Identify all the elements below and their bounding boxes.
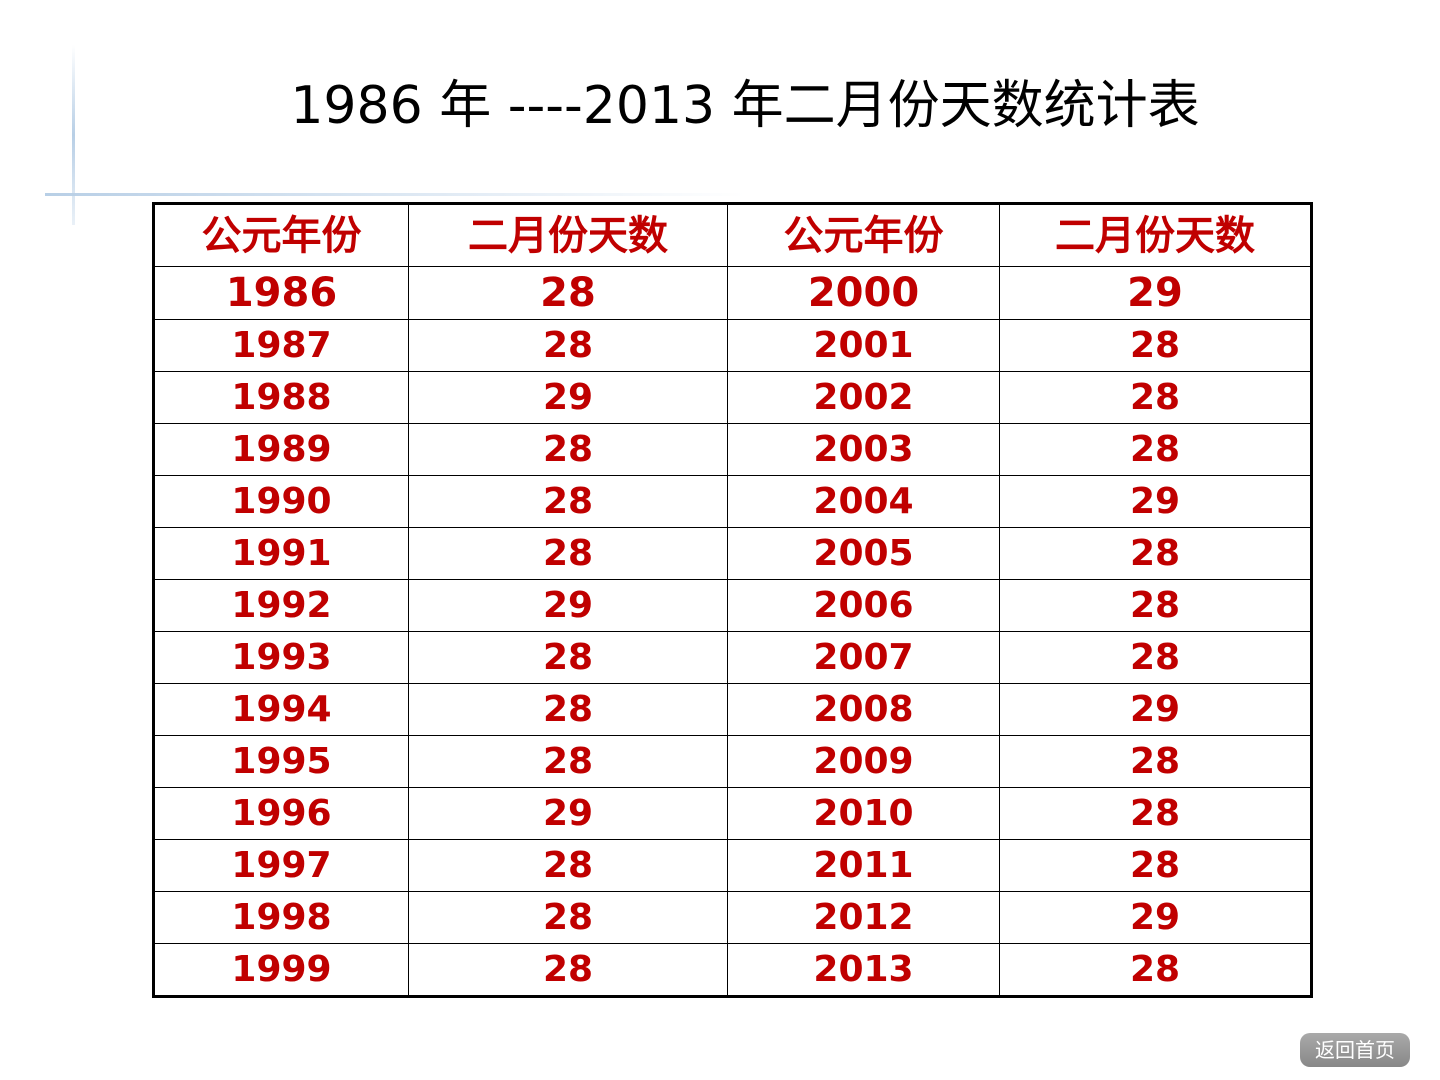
table-row: 1988 29 2002 28 bbox=[153, 371, 1312, 424]
year-cell: 1986 bbox=[153, 266, 409, 320]
table-row: 1999 28 2013 28 bbox=[153, 943, 1312, 997]
title: 1986 年 ----2013 年二月份天数统计表 bbox=[290, 76, 1200, 136]
days-cell: 29 bbox=[999, 683, 1312, 736]
year-cell: 2011 bbox=[727, 839, 1000, 892]
days-cell: 28 bbox=[408, 735, 728, 788]
days-cell: 28 bbox=[999, 735, 1312, 788]
year-cell: 1991 bbox=[153, 527, 409, 580]
header-row: 公元年份 二月份天数 公元年份 二月份天数 bbox=[153, 203, 1312, 267]
table-row: 1995 28 2009 28 bbox=[153, 735, 1312, 788]
table-row: 1998 28 2012 29 bbox=[153, 891, 1312, 944]
days-cell: 28 bbox=[408, 683, 728, 736]
year-cell: 1993 bbox=[153, 631, 409, 684]
header-cell: 二月份天数 bbox=[408, 203, 728, 267]
days-cell: 28 bbox=[999, 423, 1312, 476]
days-cell: 29 bbox=[999, 475, 1312, 528]
days-cell: 28 bbox=[999, 631, 1312, 684]
days-cell: 28 bbox=[999, 527, 1312, 580]
decor-line bbox=[45, 193, 745, 196]
home-button[interactable]: 返回首页 bbox=[1300, 1033, 1410, 1067]
header-cell: 二月份天数 bbox=[999, 203, 1312, 267]
year-cell: 1988 bbox=[153, 371, 409, 424]
year-cell: 1989 bbox=[153, 423, 409, 476]
days-cell: 28 bbox=[408, 266, 728, 320]
days-cell: 29 bbox=[408, 787, 728, 840]
year-cell: 2007 bbox=[727, 631, 1000, 684]
days-cell: 29 bbox=[999, 266, 1312, 320]
days-cell: 28 bbox=[999, 319, 1312, 372]
table-row: 1986 28 2000 29 bbox=[153, 266, 1312, 320]
days-cell: 28 bbox=[999, 579, 1312, 632]
table-row: 1996 29 2010 28 bbox=[153, 787, 1312, 840]
year-cell: 2001 bbox=[727, 319, 1000, 372]
year-cell: 2002 bbox=[727, 371, 1000, 424]
days-cell: 28 bbox=[408, 527, 728, 580]
year-cell: 2004 bbox=[727, 475, 1000, 528]
year-cell: 2010 bbox=[727, 787, 1000, 840]
year-cell: 1996 bbox=[153, 787, 409, 840]
table-row: 1994 28 2008 29 bbox=[153, 683, 1312, 736]
table-row: 1987 28 2001 28 bbox=[153, 319, 1312, 372]
table-row: 1991 28 2005 28 bbox=[153, 527, 1312, 580]
days-cell: 28 bbox=[999, 787, 1312, 840]
days-cell: 28 bbox=[999, 371, 1312, 424]
days-cell: 29 bbox=[408, 579, 728, 632]
table-body: 公元年份 二月份天数 公元年份 二月份天数 1986 28 2000 29 1987 28 2001… bbox=[153, 203, 1312, 997]
days-cell: 29 bbox=[999, 891, 1312, 944]
year-cell: 1998 bbox=[153, 891, 409, 944]
days-cell: 28 bbox=[408, 423, 728, 476]
days-cell: 28 bbox=[999, 943, 1312, 997]
days-cell: 28 bbox=[408, 943, 728, 997]
header-cell: 公元年份 bbox=[727, 203, 1000, 267]
decor-line bbox=[72, 45, 75, 225]
days-cell: 28 bbox=[408, 475, 728, 528]
year-cell: 2006 bbox=[727, 579, 1000, 632]
year-cell: 2013 bbox=[727, 943, 1000, 997]
year-cell: 1987 bbox=[153, 319, 409, 372]
days-cell: 28 bbox=[408, 839, 728, 892]
header-cell: 公元年份 bbox=[153, 203, 409, 267]
days-table: 公元年份 二月份天数 公元年份 二月份天数 1986 28 2000 29 1987 28 2001… bbox=[152, 202, 1313, 998]
year-cell: 1999 bbox=[153, 943, 409, 997]
year-cell: 1990 bbox=[153, 475, 409, 528]
days-cell: 28 bbox=[408, 631, 728, 684]
table-row: 1992 29 2006 28 bbox=[153, 579, 1312, 632]
year-cell: 2008 bbox=[727, 683, 1000, 736]
year-cell: 1992 bbox=[153, 579, 409, 632]
year-cell: 2005 bbox=[727, 527, 1000, 580]
days-cell: 28 bbox=[408, 319, 728, 372]
table-row: 1993 28 2007 28 bbox=[153, 631, 1312, 684]
year-cell: 2009 bbox=[727, 735, 1000, 788]
days-cell: 28 bbox=[999, 839, 1312, 892]
year-cell: 1997 bbox=[153, 839, 409, 892]
table-row: 1997 28 2011 28 bbox=[153, 839, 1312, 892]
days-cell: 29 bbox=[408, 371, 728, 424]
year-cell: 1995 bbox=[153, 735, 409, 788]
table-row: 1990 28 2004 29 bbox=[153, 475, 1312, 528]
year-cell: 2012 bbox=[727, 891, 1000, 944]
year-cell: 2003 bbox=[727, 423, 1000, 476]
table-row: 1989 28 2003 28 bbox=[153, 423, 1312, 476]
days-cell: 28 bbox=[408, 891, 728, 944]
year-cell: 1994 bbox=[153, 683, 409, 736]
year-cell: 2000 bbox=[727, 266, 1000, 320]
